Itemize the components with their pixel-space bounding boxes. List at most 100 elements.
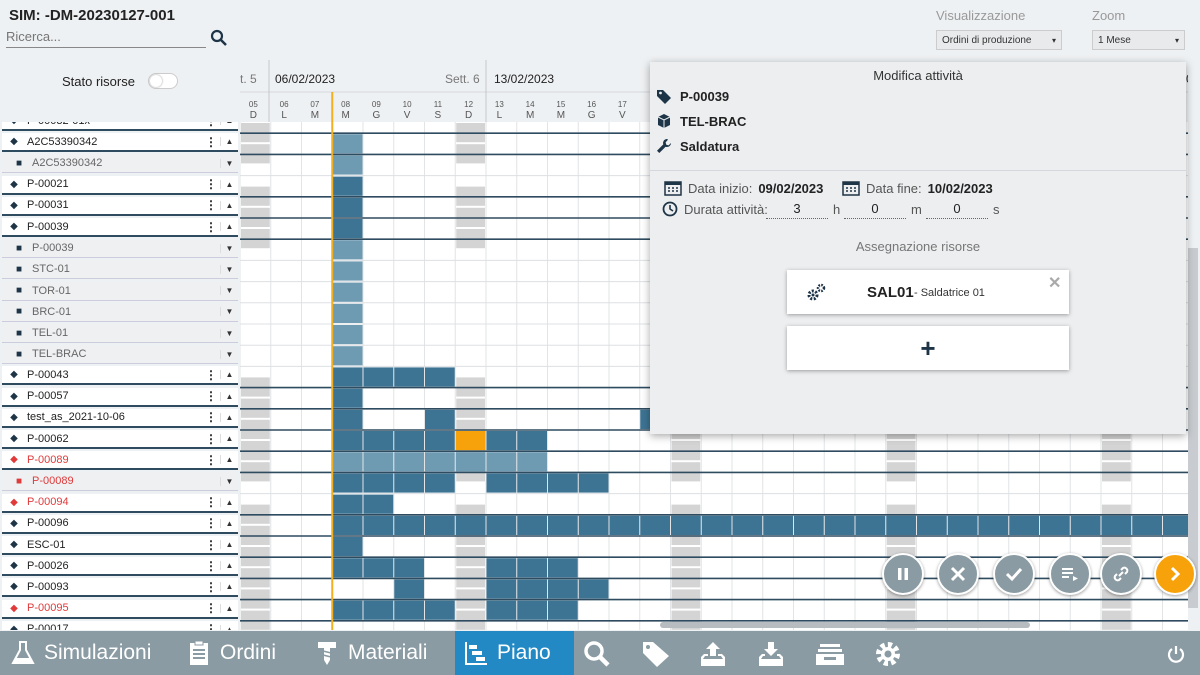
list-item-component[interactable]: ■ TOR-01 ▼ <box>2 281 238 301</box>
day-letter: D <box>465 110 472 121</box>
list-item-component[interactable]: ■ P-00089 ▼ <box>2 472 238 492</box>
cancel-button[interactable] <box>937 553 979 595</box>
list-item-component[interactable]: ■ BRC-01 ▼ <box>2 302 238 322</box>
nav-ordini[interactable]: Ordini <box>186 631 276 675</box>
screw-icon <box>318 642 336 665</box>
list-item-order[interactable]: ◆ P-00026 ⋮ ▲ <box>2 557 238 577</box>
more-options-icon[interactable]: ⋮ <box>202 122 220 128</box>
zoom-select[interactable]: 1 Mese ▾ <box>1092 30 1185 50</box>
more-options-icon[interactable]: ⋮ <box>205 134 217 149</box>
upload-tray-icon[interactable] <box>698 640 728 668</box>
list-item-order[interactable]: ◆ test_as_2021-10-06 ⋮ ▲ <box>2 408 238 428</box>
resource-card[interactable]: SAL01 - Saldatrice 01 ✕ <box>787 270 1069 314</box>
list-item-order[interactable]: ◆ P-00057 ⋮ ▲ <box>2 387 238 407</box>
settings-gear-icon[interactable] <box>873 639 903 669</box>
more-options-icon[interactable]: ⋮ <box>205 389 217 404</box>
download-tray-icon[interactable] <box>756 640 786 668</box>
list-item-order[interactable]: ◆ ESC-01 ⋮ ▲ <box>2 536 238 555</box>
list-item-order[interactable]: ◆ P-00043 ⋮ ▲ <box>2 366 238 386</box>
collapse-icon[interactable]: ▲ <box>220 200 238 210</box>
more-options-icon[interactable]: ⋮ <box>205 537 217 552</box>
remove-resource-icon[interactable]: ✕ <box>1048 275 1062 292</box>
gantt-bar <box>947 515 978 535</box>
power-icon[interactable] <box>1166 644 1186 664</box>
list-item-order[interactable]: ◆ P-00093 ⋮ ▲ <box>2 578 238 598</box>
horizontal-scrollbar[interactable] <box>660 622 1030 628</box>
search-input[interactable] <box>6 26 206 48</box>
collapse-icon[interactable]: ▲ <box>220 434 238 443</box>
nav-materiali[interactable]: Materiali <box>314 631 427 675</box>
expand-icon[interactable]: ▼ <box>220 286 238 296</box>
search-icon[interactable] <box>210 29 228 47</box>
list-item-order[interactable]: ◆ P-00089 ⋮ ▲ <box>2 451 238 471</box>
expand-icon[interactable]: ▼ <box>220 328 238 338</box>
collapse-icon[interactable]: ▲ <box>220 122 238 125</box>
more-options-icon[interactable]: ⋮ <box>205 367 217 382</box>
list-item-order[interactable]: ◆ A2C53390342 ⋮ ▲ <box>2 133 238 153</box>
stato-risorse-toggle[interactable] <box>148 73 178 89</box>
more-options-icon[interactable]: ⋮ <box>205 410 217 425</box>
collapse-icon[interactable]: ▲ <box>220 582 238 592</box>
pause-button[interactable] <box>882 553 924 595</box>
more-options-icon[interactable]: ⋮ <box>205 198 217 213</box>
list-item-order[interactable]: ◆ P-00096 ⋮ ▲ <box>2 514 238 534</box>
expand-icon[interactable]: ▼ <box>220 158 238 168</box>
add-resource-button[interactable]: + <box>787 326 1069 370</box>
collapse-icon[interactable]: ▲ <box>220 391 238 401</box>
expand-icon[interactable]: ▼ <box>220 476 238 486</box>
list-item-order[interactable]: ◆ P-00095 ⋮ ▲ <box>2 599 238 619</box>
expand-icon[interactable]: ▼ <box>220 264 238 274</box>
visualizzazione-select[interactable]: Ordini di produzione ▾ <box>936 30 1062 50</box>
list-item-order[interactable]: ◆ P-00017 ⋮ ▲ <box>2 620 238 630</box>
more-options-icon[interactable]: ⋮ <box>205 516 217 531</box>
search-icon[interactable] <box>583 640 611 668</box>
more-options-icon[interactable]: ⋮ <box>205 431 217 446</box>
nav-simulazioni[interactable]: Simulazioni <box>10 631 151 675</box>
collapse-icon[interactable]: ▲ <box>220 137 238 147</box>
more-options-icon[interactable]: ⋮ <box>205 622 217 630</box>
collapse-icon[interactable]: ▲ <box>220 624 238 630</box>
list-item-component[interactable]: ■ STC-01 ▼ <box>2 260 238 280</box>
duration-seconds-input[interactable]: 0 <box>926 201 988 219</box>
expand-icon[interactable]: ▼ <box>220 243 238 253</box>
expand-icon[interactable]: ▼ <box>220 349 238 359</box>
expand-icon[interactable]: ▼ <box>220 307 238 317</box>
list-item-component[interactable]: ■ TEL-01 ▼ <box>2 324 238 343</box>
list-item-order[interactable]: ◆ P-00039 ⋮ ▲ <box>2 218 238 237</box>
collapse-icon[interactable]: ▲ <box>220 497 238 507</box>
list-action-button[interactable] <box>1049 553 1091 595</box>
list-item-component[interactable]: ■ A2C53390342 ▼ <box>2 154 238 174</box>
link-button[interactable] <box>1100 553 1142 595</box>
list-item-component[interactable]: ■ P-00039 ▼ <box>2 239 238 259</box>
more-options-icon[interactable]: ⋮ <box>205 219 217 234</box>
nav-piano[interactable]: Piano <box>455 631 574 675</box>
list-item-order[interactable]: ◆ P-00094 ⋮ ▲ <box>2 493 238 513</box>
vertical-scrollbar[interactable] <box>1188 248 1198 608</box>
collapse-icon[interactable]: ▲ <box>220 370 238 380</box>
list-item-order[interactable]: ◆ P-00062 ⋮ ▲ <box>2 430 238 449</box>
collapse-icon[interactable]: ▲ <box>220 603 238 613</box>
collapse-icon[interactable]: ▲ <box>220 412 238 422</box>
more-options-icon[interactable]: ⋮ <box>205 177 217 192</box>
tag-icon[interactable] <box>641 640 671 668</box>
collapse-icon[interactable]: ▲ <box>220 179 238 189</box>
list-item-order[interactable]: ◆ P-00021 ⋮ ▲ <box>2 175 238 195</box>
more-options-icon[interactable]: ⋮ <box>205 495 217 510</box>
more-options-icon[interactable]: ⋮ <box>205 558 217 573</box>
list-item-order[interactable]: ◆ P-00032-01x⋮▲ <box>2 122 238 131</box>
list-item-order[interactable]: ◆ P-00031 ⋮ ▲ <box>2 196 238 216</box>
confirm-button[interactable] <box>993 553 1035 595</box>
archive-tray-icon[interactable] <box>814 640 846 668</box>
collapse-icon[interactable]: ▲ <box>220 222 238 231</box>
collapse-icon[interactable]: ▲ <box>220 561 238 571</box>
duration-hours-input[interactable]: 3 <box>766 201 828 219</box>
more-options-icon[interactable]: ⋮ <box>205 579 217 594</box>
collapse-icon[interactable]: ▲ <box>220 455 238 465</box>
duration-minutes-input[interactable]: 0 <box>844 201 906 219</box>
collapse-icon[interactable]: ▲ <box>220 518 238 528</box>
collapse-icon[interactable]: ▲ <box>220 540 238 549</box>
next-button[interactable] <box>1154 553 1196 595</box>
more-options-icon[interactable]: ⋮ <box>205 601 217 616</box>
more-options-icon[interactable]: ⋮ <box>205 452 217 467</box>
list-item-component[interactable]: ■ TEL-BRAC ▼ <box>2 345 238 365</box>
